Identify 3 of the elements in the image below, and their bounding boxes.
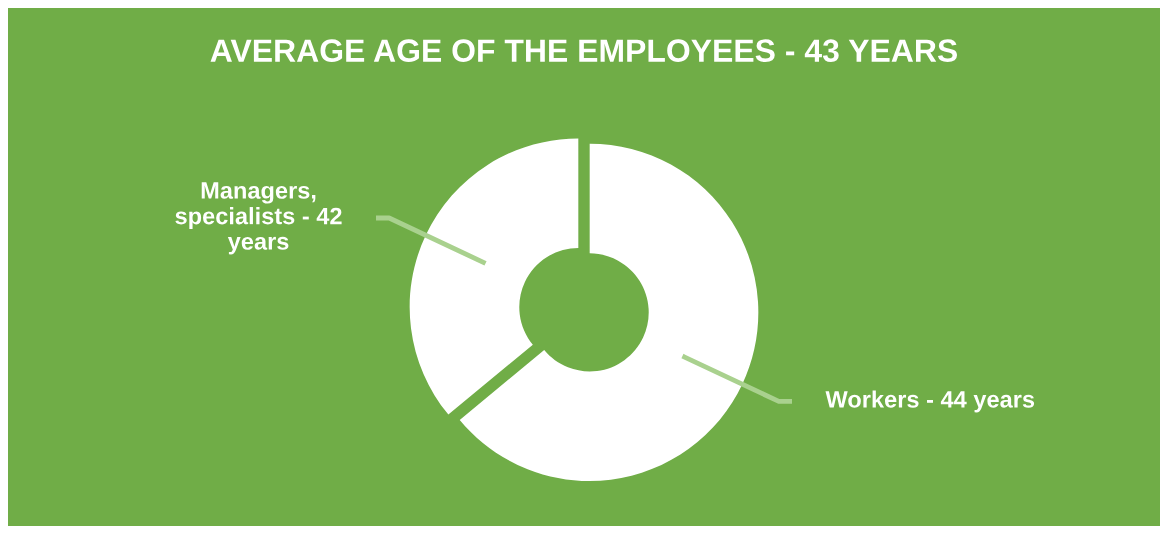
slice-label: Managers, specialists - 42 years [175, 182, 342, 255]
slice-label: Workers - 44 years [825, 390, 1035, 413]
chart-title: AVERAGE AGE OF THE EMPLOYEES - 43 YEARS [210, 39, 957, 63]
